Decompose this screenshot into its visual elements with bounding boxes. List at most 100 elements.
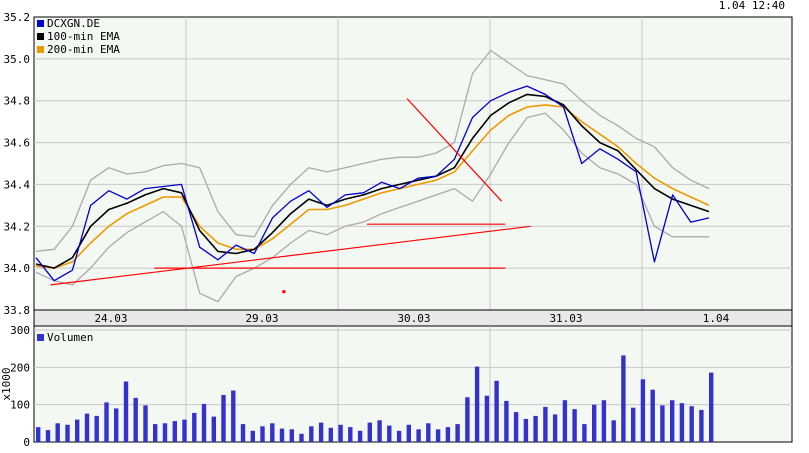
lower-band-line (35, 112, 709, 303)
volume-bar (133, 397, 138, 442)
volume-bar (513, 412, 519, 442)
y-tick-34.8: 34.8 (4, 95, 31, 108)
legend-ema100-label: 100-min EMA (47, 30, 120, 43)
volume-bar (162, 423, 168, 442)
volume-bar (104, 402, 109, 442)
legend-volume-label: Volumen (47, 331, 93, 344)
volume-bar (533, 415, 538, 442)
volume-bar (45, 430, 51, 442)
volume-bar (289, 429, 294, 442)
volume-bar (670, 400, 675, 442)
volume-bar (660, 405, 665, 442)
volume-bar (65, 424, 70, 442)
red-marker (282, 290, 286, 294)
y-tick-34.6: 34.6 (4, 137, 31, 150)
volume-bar (592, 404, 597, 442)
volume-bar (172, 421, 177, 442)
volume-bar (55, 423, 60, 442)
price-panel: 33.8 34.0 34.2 34.4 34.6 34.8 35.0 35.2 24.03 29.… (4, 11, 793, 327)
trendline-4 (406, 98, 503, 202)
volume-bar (611, 420, 616, 442)
volume-bar (84, 413, 90, 442)
x-tick-1.04: 1.04 (703, 312, 730, 325)
volume-bar (650, 389, 655, 442)
volume-y-tick-0: 0 (23, 436, 30, 449)
volume-bar (279, 428, 285, 442)
volume-bar (192, 412, 197, 442)
volume-bar (367, 422, 372, 442)
x-tick-31.03: 31.03 (549, 312, 582, 325)
volume-bar (260, 426, 265, 442)
volume-bar (406, 424, 411, 442)
volume-bar (299, 433, 304, 442)
volume-bar (153, 424, 158, 442)
x-tick-24.03: 24.03 (94, 312, 127, 325)
volume-bar (75, 419, 80, 442)
legend-ema200-swatch (37, 46, 44, 53)
legend-price-label: DCXGN.DE (47, 17, 100, 30)
volume-bar (396, 430, 402, 442)
volume-bar (621, 355, 626, 442)
timestamp-label: 1.04 12:40 (719, 0, 785, 12)
volume-bar (640, 379, 646, 442)
volume-bar (465, 397, 470, 442)
volume-bar (543, 406, 548, 442)
volume-bar (231, 390, 236, 442)
volume-panel: 0 100 200 300 x1000 Volumen (0, 324, 793, 449)
volume-bar (582, 424, 587, 442)
volume-bar (426, 423, 431, 442)
volume-bar (679, 403, 685, 442)
volume-bar (562, 400, 568, 442)
y-tick-34.2: 34.2 (4, 220, 31, 233)
y-tick-33.8: 33.8 (4, 304, 31, 317)
y-tick-35.2: 35.2 (4, 11, 31, 24)
volume-bar (377, 420, 382, 442)
volume-bar (435, 429, 441, 442)
volume-bar (211, 416, 216, 442)
volume-bar (338, 424, 343, 442)
volume-bar (123, 381, 129, 442)
volume-bar (94, 415, 99, 442)
volume-bar (201, 403, 207, 442)
volume-bar (348, 427, 353, 442)
ema100-line (35, 93, 710, 269)
volume-bar (357, 430, 363, 442)
volume-bar (387, 425, 392, 442)
legend-volume-swatch (37, 334, 44, 341)
volume-bar (494, 380, 499, 442)
volume-bar (455, 424, 460, 442)
volume-bar (270, 423, 275, 442)
volume-bar (631, 407, 636, 442)
legend-ema200-label: 200-min EMA (47, 43, 120, 56)
volume-bar (484, 395, 490, 442)
volume-y-axis-label: x1000 (0, 367, 13, 400)
volume-bar (416, 429, 421, 442)
x-tick-30.03: 30.03 (397, 312, 430, 325)
volume-bar (699, 409, 704, 442)
volume-bar (309, 426, 314, 442)
volume-bar (504, 400, 509, 442)
volume-y-tick-300: 300 (10, 324, 30, 337)
volume-bar (552, 414, 558, 442)
volume-y-tick-200: 200 (10, 361, 30, 374)
volume-bar (601, 400, 607, 442)
volume-plot-area (33, 325, 793, 443)
volume-bar (250, 430, 255, 442)
volume-bar (474, 366, 480, 442)
volume-bar (221, 395, 226, 442)
price-line (35, 85, 710, 282)
volume-bar (328, 427, 333, 442)
ema200-line (35, 104, 710, 269)
volume-bar (572, 409, 577, 442)
volume-bar (143, 405, 148, 442)
upper-band-line (35, 49, 710, 253)
volume-bar (36, 427, 41, 442)
legend-price-swatch (37, 20, 44, 27)
legend-ema100-swatch (37, 33, 44, 40)
price-plot-area (33, 16, 793, 311)
volume-bar (240, 424, 246, 442)
trendline-1 (50, 225, 531, 286)
volume-bar (445, 427, 451, 442)
